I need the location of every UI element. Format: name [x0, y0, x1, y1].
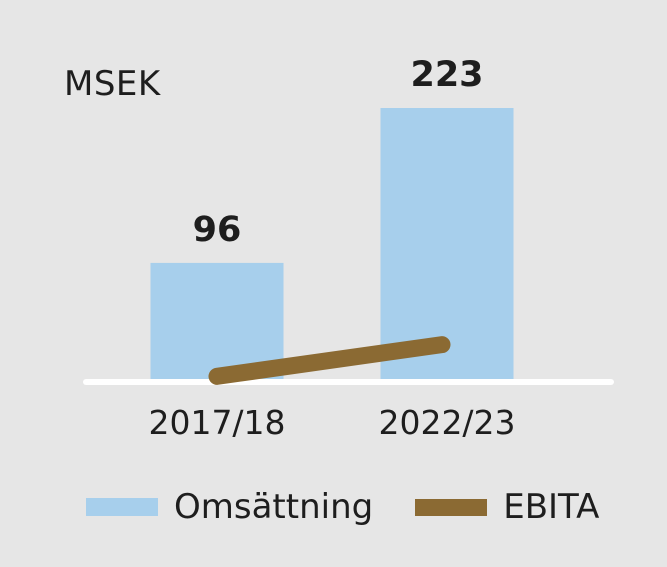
- x-tick-label: 2022/23: [378, 403, 515, 442]
- x-tick-label: 2017/18: [148, 403, 285, 442]
- unit-label: MSEK: [64, 64, 161, 104]
- bar-2022-23: [380, 108, 514, 380]
- bar-value-label: 96: [193, 210, 242, 250]
- legend-swatch-ebita: [415, 498, 488, 516]
- bar-2017-18: [150, 262, 284, 380]
- legend-label-omsattning: Omsättning: [174, 487, 374, 527]
- legend-item-omsattning: Omsättning: [86, 487, 373, 527]
- legend-swatch-omsattning: [86, 498, 158, 516]
- legend-item-ebita: EBITA: [415, 487, 599, 527]
- legend-label-ebita: EBITA: [503, 487, 600, 527]
- bar-value-label: 223: [410, 55, 483, 95]
- legend: Omsättning EBITA: [86, 484, 599, 530]
- ebita-line: [208, 336, 451, 385]
